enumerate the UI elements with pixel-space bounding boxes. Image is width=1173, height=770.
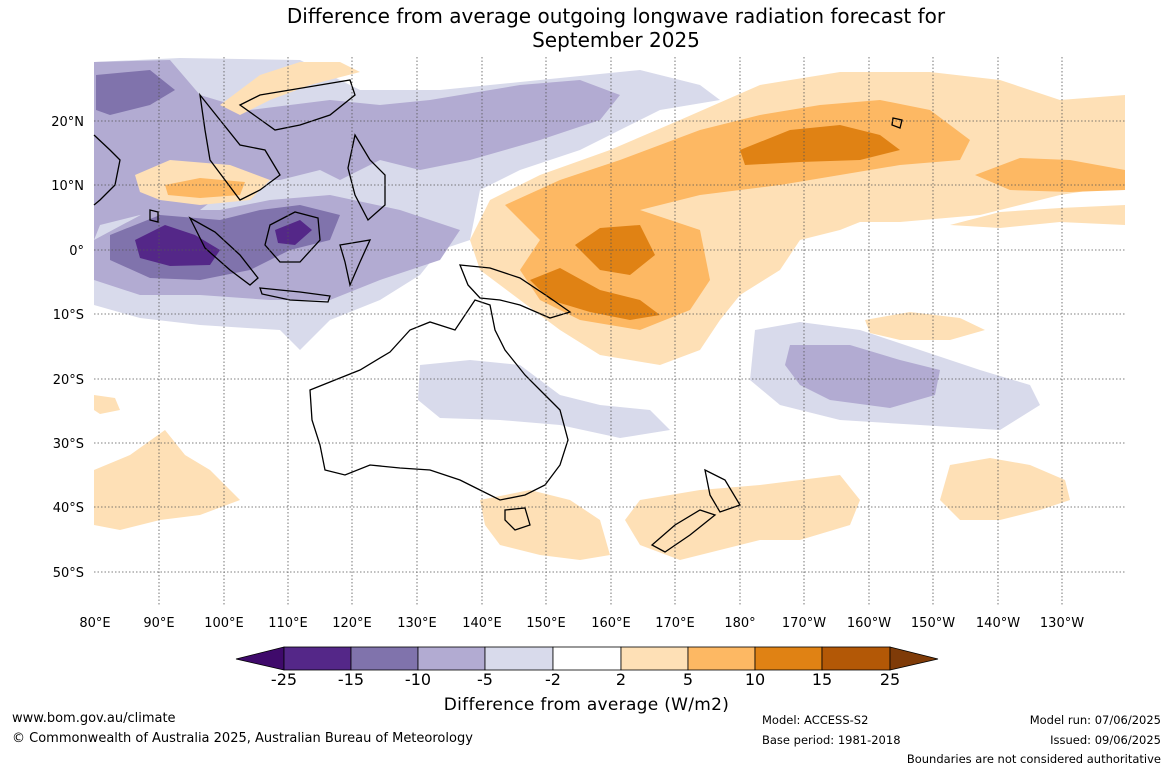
- lat-label: 30°S: [53, 437, 84, 452]
- anomaly-region-neg5-south-pacific: [785, 345, 940, 408]
- colorbar-extend-low: [235, 646, 285, 671]
- model-name: Model: ACCESS-S2: [762, 713, 869, 727]
- website-link[interactable]: www.bom.gov.au/climate: [12, 711, 176, 726]
- anomaly-region-neg15-borneo: [275, 220, 312, 245]
- lon-label: 150°W: [911, 616, 955, 631]
- colorbar-tick: -5: [477, 670, 493, 689]
- colorbar-extend-high: [889, 646, 939, 671]
- colorbar-tick: 2: [615, 670, 627, 689]
- colorbar-segment: [484, 646, 554, 671]
- anomaly-region-neg15: [135, 225, 220, 266]
- title-line-1: Difference from average outgoing longwav…: [286, 4, 946, 28]
- lon-label: 120°E: [332, 616, 372, 631]
- boundaries-disclaimer: Boundaries are not considered authoritat…: [906, 752, 1161, 766]
- lat-axis-labels: 20°N 10°N 0° 10°S 20°S 30°S 40°S 50°S: [51, 115, 84, 581]
- coastline-new-zealand-north: [704, 468, 741, 513]
- coastline-new-guinea: [458, 264, 572, 319]
- anomaly-region-pos5-far-east: [975, 158, 1125, 192]
- colorbar-segment: [821, 646, 891, 671]
- lat-label: 20°S: [53, 373, 84, 388]
- anomaly-region-pos2-east-strip: [950, 205, 1125, 228]
- colorbar-tick: 10: [744, 670, 766, 689]
- lat-label: 50°S: [53, 566, 84, 581]
- lon-label: 130°W: [1040, 616, 1084, 631]
- coastline-sulawesi: [339, 239, 372, 288]
- lon-axis-labels: 80°E 90°E 100°E 110°E 120°E 130°E 140°E …: [79, 616, 1084, 631]
- colorbar-segment: [552, 646, 622, 671]
- lon-label: 180°: [724, 616, 755, 631]
- lon-label: 150°E: [526, 616, 566, 631]
- lon-label: 80°E: [79, 616, 110, 631]
- lat-label: 0°: [69, 244, 84, 259]
- lon-label: 110°E: [268, 616, 308, 631]
- lon-label: 160°W: [847, 616, 891, 631]
- anomaly-region-pos10-png: [530, 268, 660, 320]
- lat-label: 10°N: [51, 179, 84, 194]
- colorbar-segment: [754, 646, 823, 671]
- copyright-text: © Commonwealth of Australia 2025, Austra…: [12, 731, 473, 746]
- coastline-hawaii: [891, 117, 903, 129]
- anomaly-region-neg2-australia: [418, 360, 670, 438]
- base-period: Base period: 1981-2018: [762, 733, 901, 747]
- colorbar-tick: 5: [682, 670, 694, 689]
- colorbar-tick: -25: [270, 670, 298, 689]
- coastline-sumatra: [188, 216, 259, 286]
- anomaly-region-pos2-bass-strait: [480, 490, 610, 560]
- colorbar-tick: -2: [545, 670, 561, 689]
- coastline-java: [259, 287, 331, 303]
- anomaly-region-pos2-north-west: [220, 62, 360, 115]
- colorbar-tick: -15: [337, 670, 365, 689]
- lat-label: 10°S: [53, 308, 84, 323]
- coastline-tasmania: [504, 507, 531, 531]
- map-panel: [93, 57, 1126, 605]
- lon-label: 170°W: [782, 616, 826, 631]
- anomaly-region-pos2-west-coast: [94, 395, 120, 414]
- lon-label: 90°E: [143, 616, 174, 631]
- colorbar-segment: [283, 646, 352, 671]
- lat-label: 40°S: [53, 501, 84, 516]
- anomaly-region-neg10-north: [96, 70, 175, 115]
- colorbar-segment: [417, 646, 486, 671]
- gridlines: [94, 57, 1126, 605]
- lon-label: 140°E: [462, 616, 502, 631]
- coastlines: [93, 79, 903, 553]
- anomaly-region-pos5-bay-bengal: [165, 178, 245, 198]
- coastline-india: [93, 134, 121, 206]
- issued-date: Issued: 09/06/2025: [1050, 733, 1161, 747]
- model-run-date: Model run: 07/06/2025: [1029, 713, 1161, 727]
- anomaly-region-pos2-south-east: [940, 458, 1070, 520]
- lat-label: 20°N: [51, 115, 84, 130]
- lon-label: 140°W: [976, 616, 1020, 631]
- colorbar-tick: -10: [404, 670, 432, 689]
- lon-label: 160°E: [591, 616, 631, 631]
- coastline-borneo: [264, 211, 321, 263]
- coastline-new-zealand-south: [650, 509, 717, 553]
- anomaly-region-pos10-north: [740, 125, 900, 165]
- lon-label: 170°E: [655, 616, 695, 631]
- coastline-china: [238, 79, 356, 131]
- colorbar-tick: 25: [879, 670, 901, 689]
- anomaly-region-pos10-pacific: [575, 225, 655, 275]
- colorbar: [235, 646, 939, 671]
- coastline-sri-lanka: [149, 209, 159, 223]
- colorbar-tick: 15: [811, 670, 833, 689]
- lon-label: 130°E: [397, 616, 437, 631]
- title-line-2: September 2025: [532, 28, 700, 52]
- colorbar-label: Difference from average (W/m2): [443, 695, 730, 715]
- chart-title: Difference from average outgoing longwav…: [0, 4, 1173, 52]
- anomaly-region-pos2-coral-sea: [865, 312, 985, 340]
- colorbar-segment: [620, 646, 689, 671]
- coastline-australia: [309, 299, 569, 501]
- coastline-indochina: [199, 92, 281, 201]
- lon-label: 100°E: [204, 616, 244, 631]
- coastline-philippines: [347, 133, 386, 222]
- colorbar-segment: [687, 646, 756, 671]
- anomaly-region-pos2-indian-ocean: [94, 430, 240, 530]
- colorbar-segment: [350, 646, 419, 671]
